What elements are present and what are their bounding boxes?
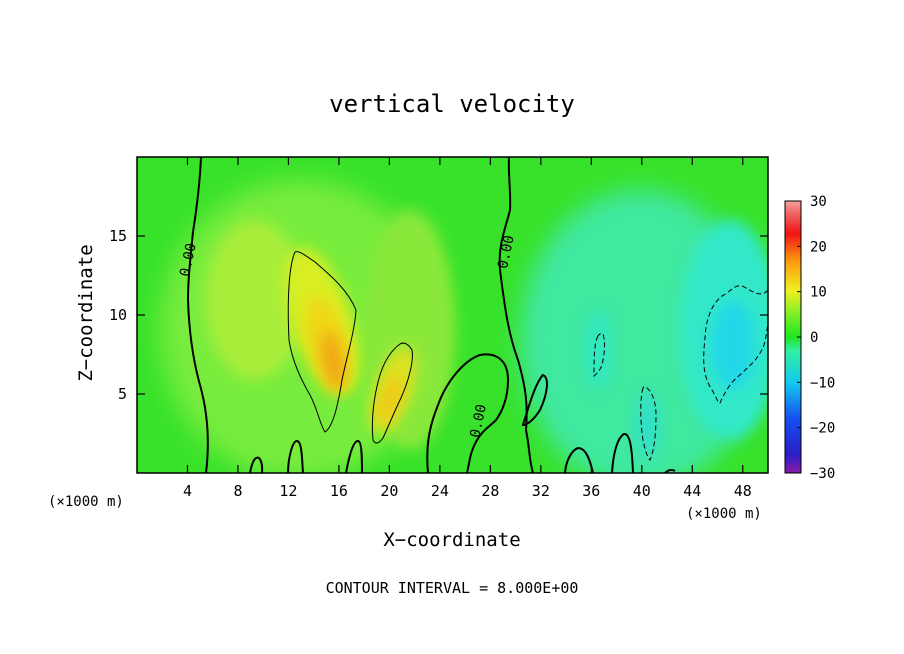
- y-tick-label: 5: [118, 385, 127, 403]
- contour-labels: 0.00 0.00 0.00: [177, 234, 518, 439]
- y-tick-label: 15: [109, 227, 127, 245]
- colorbar-tick-label: 10: [810, 285, 827, 301]
- colorbar-tick-label: −10: [810, 375, 835, 391]
- x-tick-label: 32: [532, 482, 550, 500]
- x-tick-label: 36: [582, 482, 600, 500]
- x-tick-label: 24: [431, 482, 449, 500]
- colorbar-ticks: 30 20 10 0 −10 −20 −30: [797, 194, 835, 482]
- x-axis-ticks: 4 8 12 16 20 24 28 32 36 40 44 48: [183, 157, 752, 500]
- contour-label: 0.00: [177, 242, 200, 278]
- colorbar-tick-label: −30: [810, 466, 835, 482]
- y-tick-label: 10: [109, 306, 127, 324]
- x-tick-label: 4: [183, 482, 192, 500]
- velocity-field: 0.00 0.00 0.00: [137, 157, 768, 473]
- colorbar-tick-label: 20: [810, 239, 827, 255]
- positive-contours: [287, 251, 413, 444]
- field-shading: [160, 180, 768, 473]
- contour-label: 0.00: [467, 403, 490, 439]
- y-axis-label: Z−coordinate: [75, 244, 97, 381]
- contour-label: 0.00: [495, 234, 518, 270]
- chart-title: vertical velocity: [329, 90, 575, 118]
- zero-contours: [186, 157, 676, 473]
- colorbar-tick-label: 30: [810, 194, 827, 210]
- x-unit-right: (×1000 m): [686, 506, 762, 522]
- x-tick-label: 48: [734, 482, 752, 500]
- x-tick-label: 20: [380, 482, 398, 500]
- colorbar-tick-label: −20: [810, 421, 835, 437]
- contour-interval-note: CONTOUR INTERVAL = 8.000E+00: [326, 579, 579, 597]
- x-tick-label: 40: [633, 482, 651, 500]
- x-tick-label: 16: [330, 482, 348, 500]
- x-tick-label: 44: [683, 482, 701, 500]
- colorbar-tick-label: 0: [810, 330, 818, 346]
- x-tick-label: 12: [279, 482, 297, 500]
- x-tick-label: 28: [481, 482, 499, 500]
- y-axis-ticks: 5 10 15: [109, 227, 768, 403]
- x-unit-left: (×1000 m): [48, 494, 124, 510]
- x-tick-label: 8: [233, 482, 242, 500]
- x-axis-label: X−coordinate: [383, 529, 520, 551]
- negative-contours: [593, 285, 768, 461]
